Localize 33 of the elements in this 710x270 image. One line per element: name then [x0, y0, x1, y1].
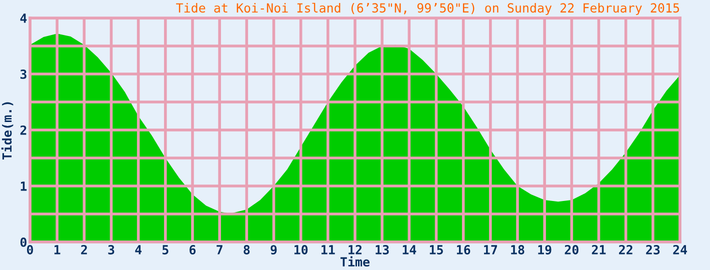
x-tick-label: 10: [294, 245, 308, 254]
x-tick-label: 5: [162, 245, 168, 254]
x-tick-label: 21: [592, 245, 606, 254]
y-axis-title: Tide(m.): [1, 102, 14, 160]
x-tick-label: 20: [564, 245, 578, 254]
x-tick-label: 12: [348, 245, 362, 254]
x-tick-label: 3: [108, 245, 114, 254]
x-axis-title: Time: [340, 256, 370, 267]
x-tick-label: 18: [511, 245, 524, 254]
x-tick-label: 14: [402, 245, 416, 254]
x-tick-label: 19: [538, 245, 552, 255]
x-tick-label: 16: [456, 245, 470, 254]
x-tick-label: 1: [54, 245, 60, 254]
x-tick-label: 13: [376, 245, 389, 254]
y-tick-label: 2: [20, 125, 26, 135]
x-tick-label: 8: [244, 245, 250, 254]
x-tick-label: 0: [26, 245, 34, 254]
x-tick-label: 9: [270, 245, 277, 255]
x-tick-label: 2: [81, 245, 87, 254]
chart-title: Tide at Koi-Noi Island (6’35"N, 99’50"E) on Sunday 22 February 2015: [176, 2, 680, 16]
y-tick-label: 1: [20, 182, 27, 191]
x-tick-label: 15: [430, 245, 443, 254]
x-tick-label: 4: [135, 245, 142, 254]
y-tick-label: 3: [20, 69, 26, 79]
y-tick-label: 0: [20, 237, 26, 247]
x-tick-label: 11: [322, 245, 335, 254]
x-tick-label: 24: [673, 245, 687, 254]
y-tick-label: 4: [20, 14, 27, 23]
x-tick-label: 17: [484, 245, 498, 254]
x-tick-label: 6: [190, 245, 196, 254]
x-tick-label: 23: [646, 245, 660, 254]
x-tick-label: 7: [216, 245, 222, 254]
x-tick-label: 22: [619, 245, 632, 254]
